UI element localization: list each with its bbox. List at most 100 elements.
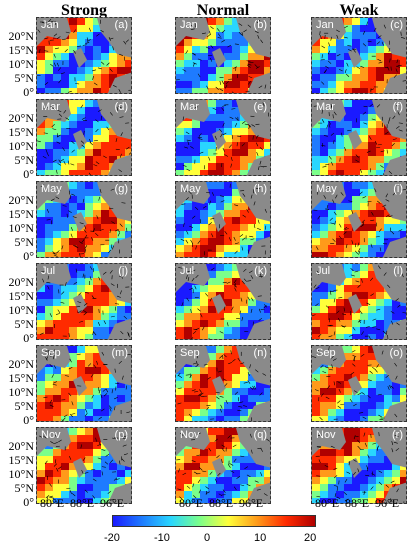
month-label: Sep <box>316 347 336 359</box>
panel-label: (l) <box>393 265 403 277</box>
y-tick-label: 0° <box>23 85 34 99</box>
month-label: Jul <box>41 265 56 277</box>
y-tick-label: 20°N <box>8 275 34 289</box>
map-panel-mar-strong: Mar (d) <box>36 99 132 176</box>
month-label: Nov <box>41 429 61 441</box>
y-tick-label: 10°N <box>8 303 34 317</box>
x-tick-label: 80°E <box>40 496 65 510</box>
month-label: Nov <box>180 429 200 441</box>
y-tick-label: 20°N <box>8 29 34 43</box>
panel-label: (h) <box>253 183 267 195</box>
y-tick-label: 5°N <box>14 153 34 167</box>
map-panel-nov-normal: Nov (q) <box>175 427 271 504</box>
month-label: Mar <box>316 101 335 113</box>
month-label: Jan <box>180 19 198 31</box>
month-label: Sep <box>180 347 200 359</box>
y-tick-label: 20°N <box>8 357 34 371</box>
colorbar-tick-label: 10 <box>254 532 267 544</box>
colorbar <box>112 515 316 527</box>
y-tick-label: 15°N <box>8 125 34 139</box>
panel-label: (g) <box>114 183 128 195</box>
y-tick-label: 5°N <box>14 481 34 495</box>
map-panel-sep-strong: Sep (m) <box>36 345 132 422</box>
y-tick-label: 15°N <box>8 453 34 467</box>
column-title-weak: Weak <box>339 2 379 19</box>
x-tick-label: 80°E <box>315 496 340 510</box>
column-title-strong: Strong <box>61 2 107 19</box>
colorbar-tick-label: 20 <box>304 532 317 544</box>
panel-label: (o) <box>389 347 403 359</box>
panel-label: (j) <box>118 265 128 277</box>
map-panel-jul-normal: Jul (k) <box>175 263 271 340</box>
y-tick-label: 10°N <box>8 139 34 153</box>
panel-label: (k) <box>254 265 267 277</box>
panel-label: (p) <box>114 429 128 441</box>
month-label: Sep <box>41 347 61 359</box>
y-tick-label: 0° <box>23 167 34 181</box>
panel-label: (a) <box>114 19 128 31</box>
x-tick-label: 96°E <box>239 496 264 510</box>
y-tick-label: 15°N <box>8 207 34 221</box>
map-panel-jan-normal: Jan (b) <box>175 17 271 94</box>
panel-label: (e) <box>253 101 267 113</box>
colorbar-tick-label: -10 <box>154 532 170 544</box>
panel-label: (f) <box>392 101 403 113</box>
panel-label: (m) <box>111 347 129 359</box>
column-title-normal: Normal <box>196 2 250 19</box>
x-tick-label: 88°E <box>345 496 370 510</box>
map-panel-nov-strong: Nov (p) <box>36 427 132 504</box>
month-label: May <box>316 183 337 195</box>
panel-label: (n) <box>253 347 267 359</box>
map-panel-mar-normal: Mar (e) <box>175 99 271 176</box>
y-tick-label: 20°N <box>8 439 34 453</box>
x-tick-label: 80°E <box>179 496 204 510</box>
panel-label: (i) <box>393 183 403 195</box>
map-panel-may-strong: May (g) <box>36 181 132 258</box>
y-tick-label: 20°N <box>8 111 34 125</box>
y-tick-label: 0° <box>23 249 34 263</box>
map-panel-may-weak: May (i) <box>311 181 407 258</box>
y-tick-label: 0° <box>23 495 34 509</box>
panel-label: (b) <box>253 19 267 31</box>
map-panel-jan-weak: Jan (c) <box>311 17 407 94</box>
month-label: May <box>180 183 201 195</box>
month-label: Nov <box>316 429 336 441</box>
panel-label: (c) <box>390 19 403 31</box>
x-tick-label: 96°E <box>100 496 125 510</box>
map-panel-mar-weak: Mar (f) <box>311 99 407 176</box>
y-tick-label: 5°N <box>14 71 34 85</box>
y-tick-label: 20°N <box>8 193 34 207</box>
colorbar-tick-label: -20 <box>104 532 120 544</box>
map-panel-may-normal: May (h) <box>175 181 271 258</box>
panel-label: (r) <box>392 429 403 441</box>
month-label: Jul <box>180 265 195 277</box>
y-tick-label: 15°N <box>8 43 34 57</box>
y-tick-label: 0° <box>23 413 34 427</box>
y-tick-label: 5°N <box>14 317 34 331</box>
x-tick-label: 96°E <box>375 496 400 510</box>
map-panel-jul-weak: Jul (l) <box>311 263 407 340</box>
map-panel-jul-strong: Jul (j) <box>36 263 132 340</box>
map-panel-nov-weak: Nov (r) <box>311 427 407 504</box>
y-tick-label: 10°N <box>8 467 34 481</box>
y-tick-label: 5°N <box>14 235 34 249</box>
map-panel-jan-strong: Jan (a) <box>36 17 132 94</box>
month-label: Mar <box>180 101 199 113</box>
y-tick-label: 0° <box>23 331 34 345</box>
month-label: May <box>41 183 62 195</box>
panel-label: (d) <box>114 101 128 113</box>
y-tick-label: 5°N <box>14 399 34 413</box>
panel-label: (q) <box>253 429 267 441</box>
month-label: Jul <box>316 265 331 277</box>
month-label: Mar <box>41 101 60 113</box>
y-tick-label: 15°N <box>8 289 34 303</box>
y-tick-label: 10°N <box>8 57 34 71</box>
x-tick-label: 88°E <box>70 496 95 510</box>
month-label: Jan <box>316 19 334 31</box>
y-tick-label: 10°N <box>8 221 34 235</box>
map-panel-sep-normal: Sep (n) <box>175 345 271 422</box>
colorbar-tick-label: 0 <box>204 532 211 544</box>
y-tick-label: 10°N <box>8 385 34 399</box>
month-label: Jan <box>41 19 59 31</box>
x-tick-label: 88°E <box>209 496 234 510</box>
